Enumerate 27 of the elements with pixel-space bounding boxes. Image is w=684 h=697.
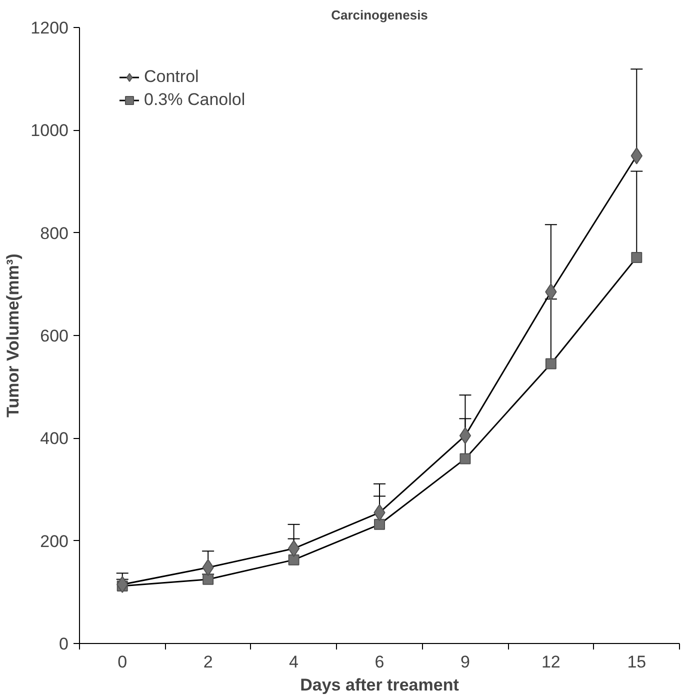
x-tick-label: 9 bbox=[460, 652, 470, 672]
y-tick-label: 800 bbox=[40, 224, 69, 243]
x-axis-title: Days after treament bbox=[300, 676, 460, 694]
y-axis-title: Tumor Volume(mm³) bbox=[4, 254, 23, 418]
point bbox=[460, 453, 471, 464]
y-tick-label: 400 bbox=[40, 429, 69, 448]
chart-title: Carcinogenesis bbox=[331, 8, 428, 22]
legend-label: Control bbox=[144, 67, 199, 87]
point bbox=[631, 252, 642, 263]
point bbox=[288, 554, 300, 566]
point bbox=[374, 518, 385, 530]
x-tick-label: 12 bbox=[541, 652, 560, 672]
x-tick-label: 15 bbox=[627, 652, 646, 672]
x-tick-label: 4 bbox=[289, 652, 299, 672]
y-tick-label: 1200 bbox=[30, 18, 69, 38]
x-tick-label: 0 bbox=[118, 652, 128, 672]
y-tick-label: 0 bbox=[59, 634, 69, 654]
point bbox=[202, 574, 214, 585]
x-tick-label: 2 bbox=[203, 652, 213, 672]
y-tick-label: 1000 bbox=[30, 121, 69, 140]
y-tick-label: 200 bbox=[40, 532, 69, 551]
point bbox=[288, 540, 300, 558]
y-tick-label: 600 bbox=[40, 326, 69, 346]
legend-label: 0.3% Canolol bbox=[144, 90, 246, 110]
point bbox=[545, 358, 556, 370]
x-tick-label: 6 bbox=[374, 652, 384, 672]
point bbox=[459, 427, 472, 444]
